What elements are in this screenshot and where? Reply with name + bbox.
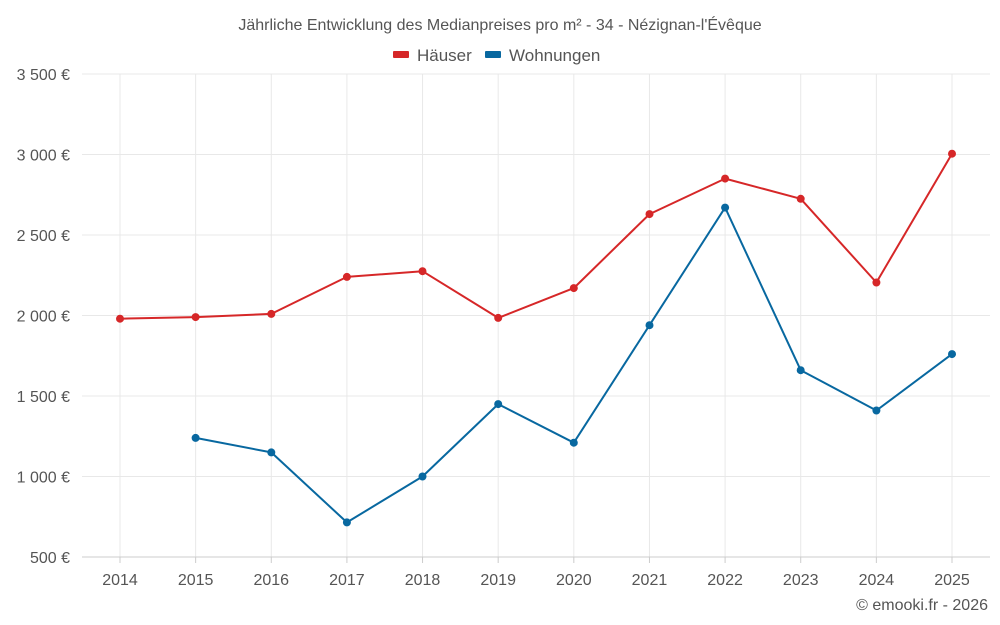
data-point-wohnungen[interactable] xyxy=(494,400,503,409)
y-tick-label: 2 500 € xyxy=(17,228,70,245)
data-point-wohnungen[interactable] xyxy=(872,406,881,415)
legend-label-wohnungen: Wohnungen xyxy=(509,46,600,65)
x-tick-label: 2023 xyxy=(783,572,819,589)
legend-label-haeuser: Häuser xyxy=(417,46,472,65)
y-tick-label: 3 500 € xyxy=(17,67,70,84)
data-point-wohnungen[interactable] xyxy=(645,321,654,330)
data-point-wohnungen[interactable] xyxy=(796,366,805,375)
legend-swatch-haeuser xyxy=(393,51,409,58)
x-tick-label: 2015 xyxy=(178,572,214,589)
legend: Häuser Wohnungen xyxy=(393,46,600,65)
data-point-haeuser[interactable] xyxy=(191,313,200,322)
data-point-wohnungen[interactable] xyxy=(948,350,956,359)
series-line-haeuser xyxy=(119,153,953,320)
data-point-wohnungen[interactable] xyxy=(267,448,276,457)
credit-text: © emooki.fr - 2026 xyxy=(856,597,988,614)
data-point-wohnungen[interactable] xyxy=(418,472,427,481)
x-tick-label: 2018 xyxy=(405,572,441,589)
data-point-haeuser[interactable] xyxy=(645,210,654,219)
y-tick-label: 2 000 € xyxy=(17,309,70,326)
data-point-wohnungen[interactable] xyxy=(342,518,351,527)
data-point-haeuser[interactable] xyxy=(494,313,503,322)
series xyxy=(116,149,956,527)
data-point-haeuser[interactable] xyxy=(872,278,881,287)
y-tick-label: 500 € xyxy=(30,550,70,567)
x-tick-label: 2016 xyxy=(253,572,289,589)
chart-title: Jährliche Entwicklung des Medianpreises … xyxy=(238,15,761,34)
series-haeuser xyxy=(116,149,956,323)
y-tick-label: 3 000 € xyxy=(17,148,70,165)
x-tick-label: 2024 xyxy=(859,572,895,589)
x-tick-label: 2020 xyxy=(556,572,592,589)
series-wohnungen xyxy=(191,203,956,527)
data-point-haeuser[interactable] xyxy=(948,149,956,158)
data-point-haeuser[interactable] xyxy=(342,272,351,281)
data-point-wohnungen[interactable] xyxy=(569,438,578,447)
data-point-haeuser[interactable] xyxy=(116,314,124,323)
legend-item-wohnungen[interactable]: Wohnungen xyxy=(485,46,600,65)
data-point-haeuser[interactable] xyxy=(418,267,427,276)
y-tick-label: 1 000 € xyxy=(17,470,70,487)
data-point-wohnungen[interactable] xyxy=(721,203,730,212)
axes: 500 € 1 000 € 1 500 € 2 000 € 2 500 € 3 000 €… xyxy=(17,67,990,589)
data-point-haeuser[interactable] xyxy=(267,309,276,318)
x-tick-label: 2025 xyxy=(934,572,970,589)
x-tick-label: 2019 xyxy=(480,572,516,589)
data-point-haeuser[interactable] xyxy=(796,194,805,203)
data-point-haeuser[interactable] xyxy=(721,174,730,183)
data-point-wohnungen[interactable] xyxy=(191,433,200,442)
x-tick-label: 2022 xyxy=(707,572,743,589)
data-point-haeuser[interactable] xyxy=(569,284,578,293)
y-tick-label: 1 500 € xyxy=(17,389,70,406)
x-tick-label: 2017 xyxy=(329,572,365,589)
x-tick-label: 2021 xyxy=(632,572,668,589)
legend-swatch-wohnungen xyxy=(485,51,501,58)
x-tick-label: 2014 xyxy=(102,572,138,589)
legend-item-haeuser[interactable]: Häuser xyxy=(393,46,472,65)
